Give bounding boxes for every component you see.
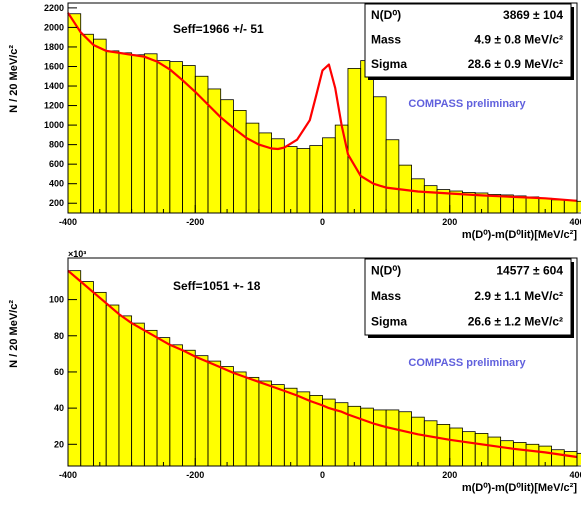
seff-annotation: Seff=1051 +- 18 [173, 279, 261, 293]
x-tick-label: 200 [442, 470, 457, 480]
x-tick-label: -400 [59, 217, 77, 227]
y-tick-label: 1400 [44, 81, 64, 91]
y-tick-label: 1800 [44, 42, 64, 52]
x-tick-label: -400 [59, 470, 77, 480]
seff-annotation: Seff=1966 +/- 51 [173, 22, 264, 36]
axis-multiplier: ×10³ [68, 249, 86, 259]
stats-value: 28.6 ± 0.9 MeV/c² [468, 57, 563, 71]
y-tick-label: 1600 [44, 61, 64, 71]
x-tick-label: 0 [320, 217, 325, 227]
stats-label: Mass [371, 32, 401, 46]
panel-2: -400 -200 0 200 400 20 40 60 80 100 m(D⁰)-m(D⁰lit)… [8, 249, 581, 494]
y-tick-label: 80 [54, 331, 64, 341]
stats-label: Mass [371, 289, 401, 303]
stats-value: 2.9 ± 1.1 MeV/c² [474, 289, 563, 303]
y-tick-label: 60 [54, 367, 64, 377]
stats-box [364, 258, 572, 336]
preliminary-label: COMPASS preliminary [408, 357, 526, 369]
stats-label: N(D⁰) [371, 8, 401, 22]
y-tick-label: 2200 [44, 3, 64, 13]
y-tick-label: 1000 [44, 120, 64, 130]
stats-value: 4.9 ± 0.8 MeV/c² [474, 32, 563, 46]
y-axis-title: N / 20 MeV/c² [8, 45, 20, 113]
y-tick-label: 800 [49, 140, 64, 150]
histogram-fill [68, 270, 581, 466]
y-tick-label: 2000 [44, 22, 64, 32]
x-tick-label: -200 [186, 470, 204, 480]
preliminary-label: COMPASS preliminary [408, 98, 526, 110]
x-tick-label: -200 [186, 217, 204, 227]
x-tick-label: 400 [569, 470, 581, 480]
y-tick-label: 40 [54, 403, 64, 413]
y-tick-label: 400 [49, 179, 64, 189]
fit-curve [67, 12, 578, 202]
y-tick-label: 100 [49, 295, 64, 305]
y-tick-label: 20 [54, 439, 64, 449]
y-axis-title: N / 20 MeV/c² [8, 300, 20, 368]
stats-value: 14577 ± 604 [496, 264, 563, 278]
x-tick-label: 0 [320, 470, 325, 480]
stats-value: 26.6 ± 1.2 MeV/c² [468, 314, 563, 328]
x-axis-title: m(D⁰)-m(D⁰lit)[MeV/c²] [462, 229, 577, 241]
x-axis-title: m(D⁰)-m(D⁰lit)[MeV/c²] [462, 482, 577, 494]
stats-box [364, 3, 572, 78]
y-tick-label: 200 [49, 198, 64, 208]
histogram-fill [68, 13, 581, 213]
stats-label: Sigma [371, 57, 407, 71]
stats-value: 3869 ± 104 [503, 8, 563, 22]
stats-label: N(D⁰) [371, 264, 401, 278]
x-tick-label: 400 [569, 217, 581, 227]
y-tick-label: 600 [49, 159, 64, 169]
y-tick-label: 1200 [44, 101, 64, 111]
fit-curve [67, 269, 578, 459]
x-tick-label: 200 [442, 217, 457, 227]
panel-1: -400 -200 0 200 400 200 400 600 800 1000 1200 1400 1… [8, 2, 581, 241]
stats-label: Sigma [371, 314, 407, 328]
